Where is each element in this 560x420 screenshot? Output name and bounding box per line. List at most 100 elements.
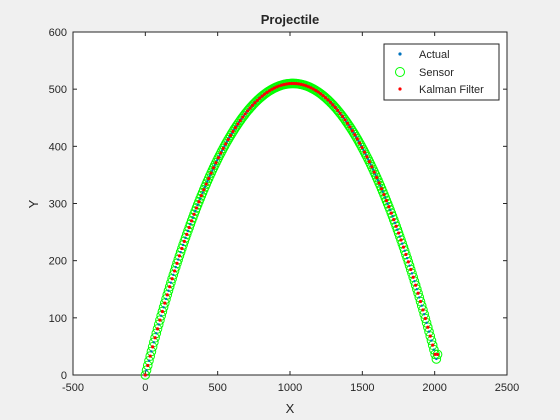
sensor-point bbox=[335, 108, 345, 119]
actual-point bbox=[430, 339, 433, 342]
kalman-filter-point bbox=[387, 205, 391, 209]
sensor-point bbox=[140, 370, 151, 380]
axis-ticks: -500 0 500 1000 1500 2000 25000100200300400500… bbox=[49, 27, 520, 394]
actual-point bbox=[369, 163, 372, 166]
sensor-point bbox=[427, 340, 438, 350]
x-axis-label: X bbox=[286, 401, 295, 416]
actual-point bbox=[427, 330, 431, 333]
sensor-point bbox=[234, 117, 244, 128]
kalman-filter-point bbox=[199, 194, 203, 198]
kalman-filter-point bbox=[277, 84, 281, 88]
legend-kalman-filter-marker bbox=[398, 87, 402, 91]
actual-point bbox=[145, 369, 148, 372]
kalman-filter-point bbox=[272, 86, 277, 90]
kalman-filter-point bbox=[280, 83, 284, 87]
kalman-filter-point bbox=[253, 101, 257, 105]
kalman-filter-point bbox=[226, 138, 230, 142]
kalman-filter-point bbox=[370, 165, 374, 169]
kalman-filter-point bbox=[353, 133, 357, 137]
sensor-point bbox=[323, 95, 333, 105]
actual-point bbox=[169, 281, 173, 284]
actual-point bbox=[186, 229, 190, 233]
sensor-point bbox=[235, 115, 246, 126]
kalman-filter-point bbox=[382, 192, 386, 197]
kalman-filter-point bbox=[389, 211, 393, 215]
kalman-filter-point bbox=[228, 133, 233, 138]
actual-point bbox=[415, 288, 419, 291]
kalman-filter-point bbox=[314, 88, 318, 93]
kalman-filter-point bbox=[265, 90, 269, 94]
actual-point bbox=[223, 144, 226, 148]
kalman-filter-point bbox=[392, 217, 396, 222]
kalman-filter-point bbox=[197, 200, 201, 204]
kalman-filter-point bbox=[316, 90, 320, 94]
kalman-filter-point bbox=[216, 156, 220, 160]
kalman-filter-point bbox=[421, 308, 425, 312]
kalman-filter-point bbox=[246, 109, 250, 113]
kalman-filter-point bbox=[236, 122, 240, 126]
sensor-point bbox=[174, 251, 185, 261]
kalman-filter-point bbox=[302, 83, 306, 87]
chart-title: Projectile bbox=[261, 12, 320, 27]
actual-point bbox=[179, 250, 182, 254]
kalman-filter-point bbox=[328, 100, 333, 104]
kalman-filter-point bbox=[306, 85, 311, 89]
kalman-filter-point bbox=[414, 283, 418, 287]
actual-point bbox=[147, 359, 151, 362]
kalman-filter-point bbox=[321, 94, 325, 98]
kalman-filter-point bbox=[336, 108, 340, 112]
actual-point bbox=[366, 158, 370, 161]
kalman-filter-point bbox=[248, 106, 252, 110]
actual-point bbox=[164, 297, 168, 301]
legend: Actual Sensor Kalman Filter bbox=[383, 43, 500, 101]
actual-point bbox=[425, 321, 428, 325]
sensor-point bbox=[401, 249, 411, 260]
y-axis-label: Y bbox=[26, 199, 41, 208]
actual-point bbox=[167, 289, 170, 292]
kalman-filter-point bbox=[155, 327, 160, 331]
actual-point bbox=[211, 169, 214, 172]
kalman-filter-series bbox=[143, 81, 440, 377]
actual-point bbox=[206, 180, 209, 183]
sensor-point bbox=[362, 152, 372, 162]
kalman-filter-point bbox=[153, 336, 157, 340]
kalman-filter-point bbox=[172, 269, 177, 273]
actual-point bbox=[157, 323, 160, 326]
kalman-filter-point bbox=[260, 94, 264, 98]
sensor-point bbox=[432, 349, 443, 360]
kalman-filter-point bbox=[143, 373, 147, 377]
kalman-filter-point bbox=[367, 160, 371, 164]
y-tick-label: 500 bbox=[49, 84, 67, 96]
actual-point bbox=[393, 221, 397, 225]
legend-actual-label: Actual bbox=[419, 49, 450, 61]
kalman-filter-point bbox=[294, 82, 298, 86]
kalman-filter-point bbox=[158, 318, 162, 322]
actual-point bbox=[420, 304, 423, 307]
kalman-filter-point bbox=[211, 166, 216, 170]
sensor-point bbox=[236, 113, 247, 124]
actual-point bbox=[359, 144, 363, 147]
kalman-filter-point bbox=[377, 181, 381, 185]
kalman-filter-point bbox=[165, 293, 169, 297]
actual-point bbox=[181, 243, 185, 247]
kalman-filter-point bbox=[204, 182, 208, 186]
kalman-filter-point bbox=[250, 103, 255, 107]
kalman-filter-point bbox=[426, 325, 430, 329]
actual-point bbox=[405, 256, 409, 260]
kalman-filter-point bbox=[362, 150, 367, 154]
sensor-point bbox=[172, 258, 182, 269]
legend-kalman-filter-label: Kalman Filter bbox=[419, 84, 484, 96]
kalman-filter-point bbox=[350, 129, 354, 133]
kalman-filter-point bbox=[311, 87, 315, 91]
kalman-filter-point bbox=[365, 155, 369, 159]
actual-point bbox=[174, 265, 177, 269]
sensor-point bbox=[155, 315, 165, 325]
actual-point bbox=[391, 215, 394, 218]
actual-point bbox=[376, 179, 380, 182]
y-tick-label: 200 bbox=[49, 256, 67, 268]
kalman-filter-point bbox=[177, 254, 182, 258]
actual-point bbox=[215, 159, 219, 162]
kalman-filter-point bbox=[243, 112, 247, 116]
kalman-filter-point bbox=[224, 142, 228, 146]
